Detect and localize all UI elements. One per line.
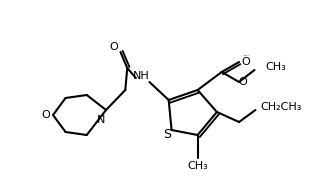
Text: CH₃: CH₃ <box>265 62 286 72</box>
Text: NH: NH <box>133 71 150 81</box>
Text: O: O <box>109 42 118 52</box>
Text: O: O <box>41 110 50 120</box>
Text: methoxy: methoxy <box>243 54 250 56</box>
Text: N: N <box>97 115 105 125</box>
Text: CH₃: CH₃ <box>187 161 208 171</box>
Text: S: S <box>163 128 171 141</box>
Text: O: O <box>241 57 250 67</box>
Text: CH₂CH₃: CH₂CH₃ <box>260 102 302 112</box>
Text: O: O <box>239 77 247 87</box>
